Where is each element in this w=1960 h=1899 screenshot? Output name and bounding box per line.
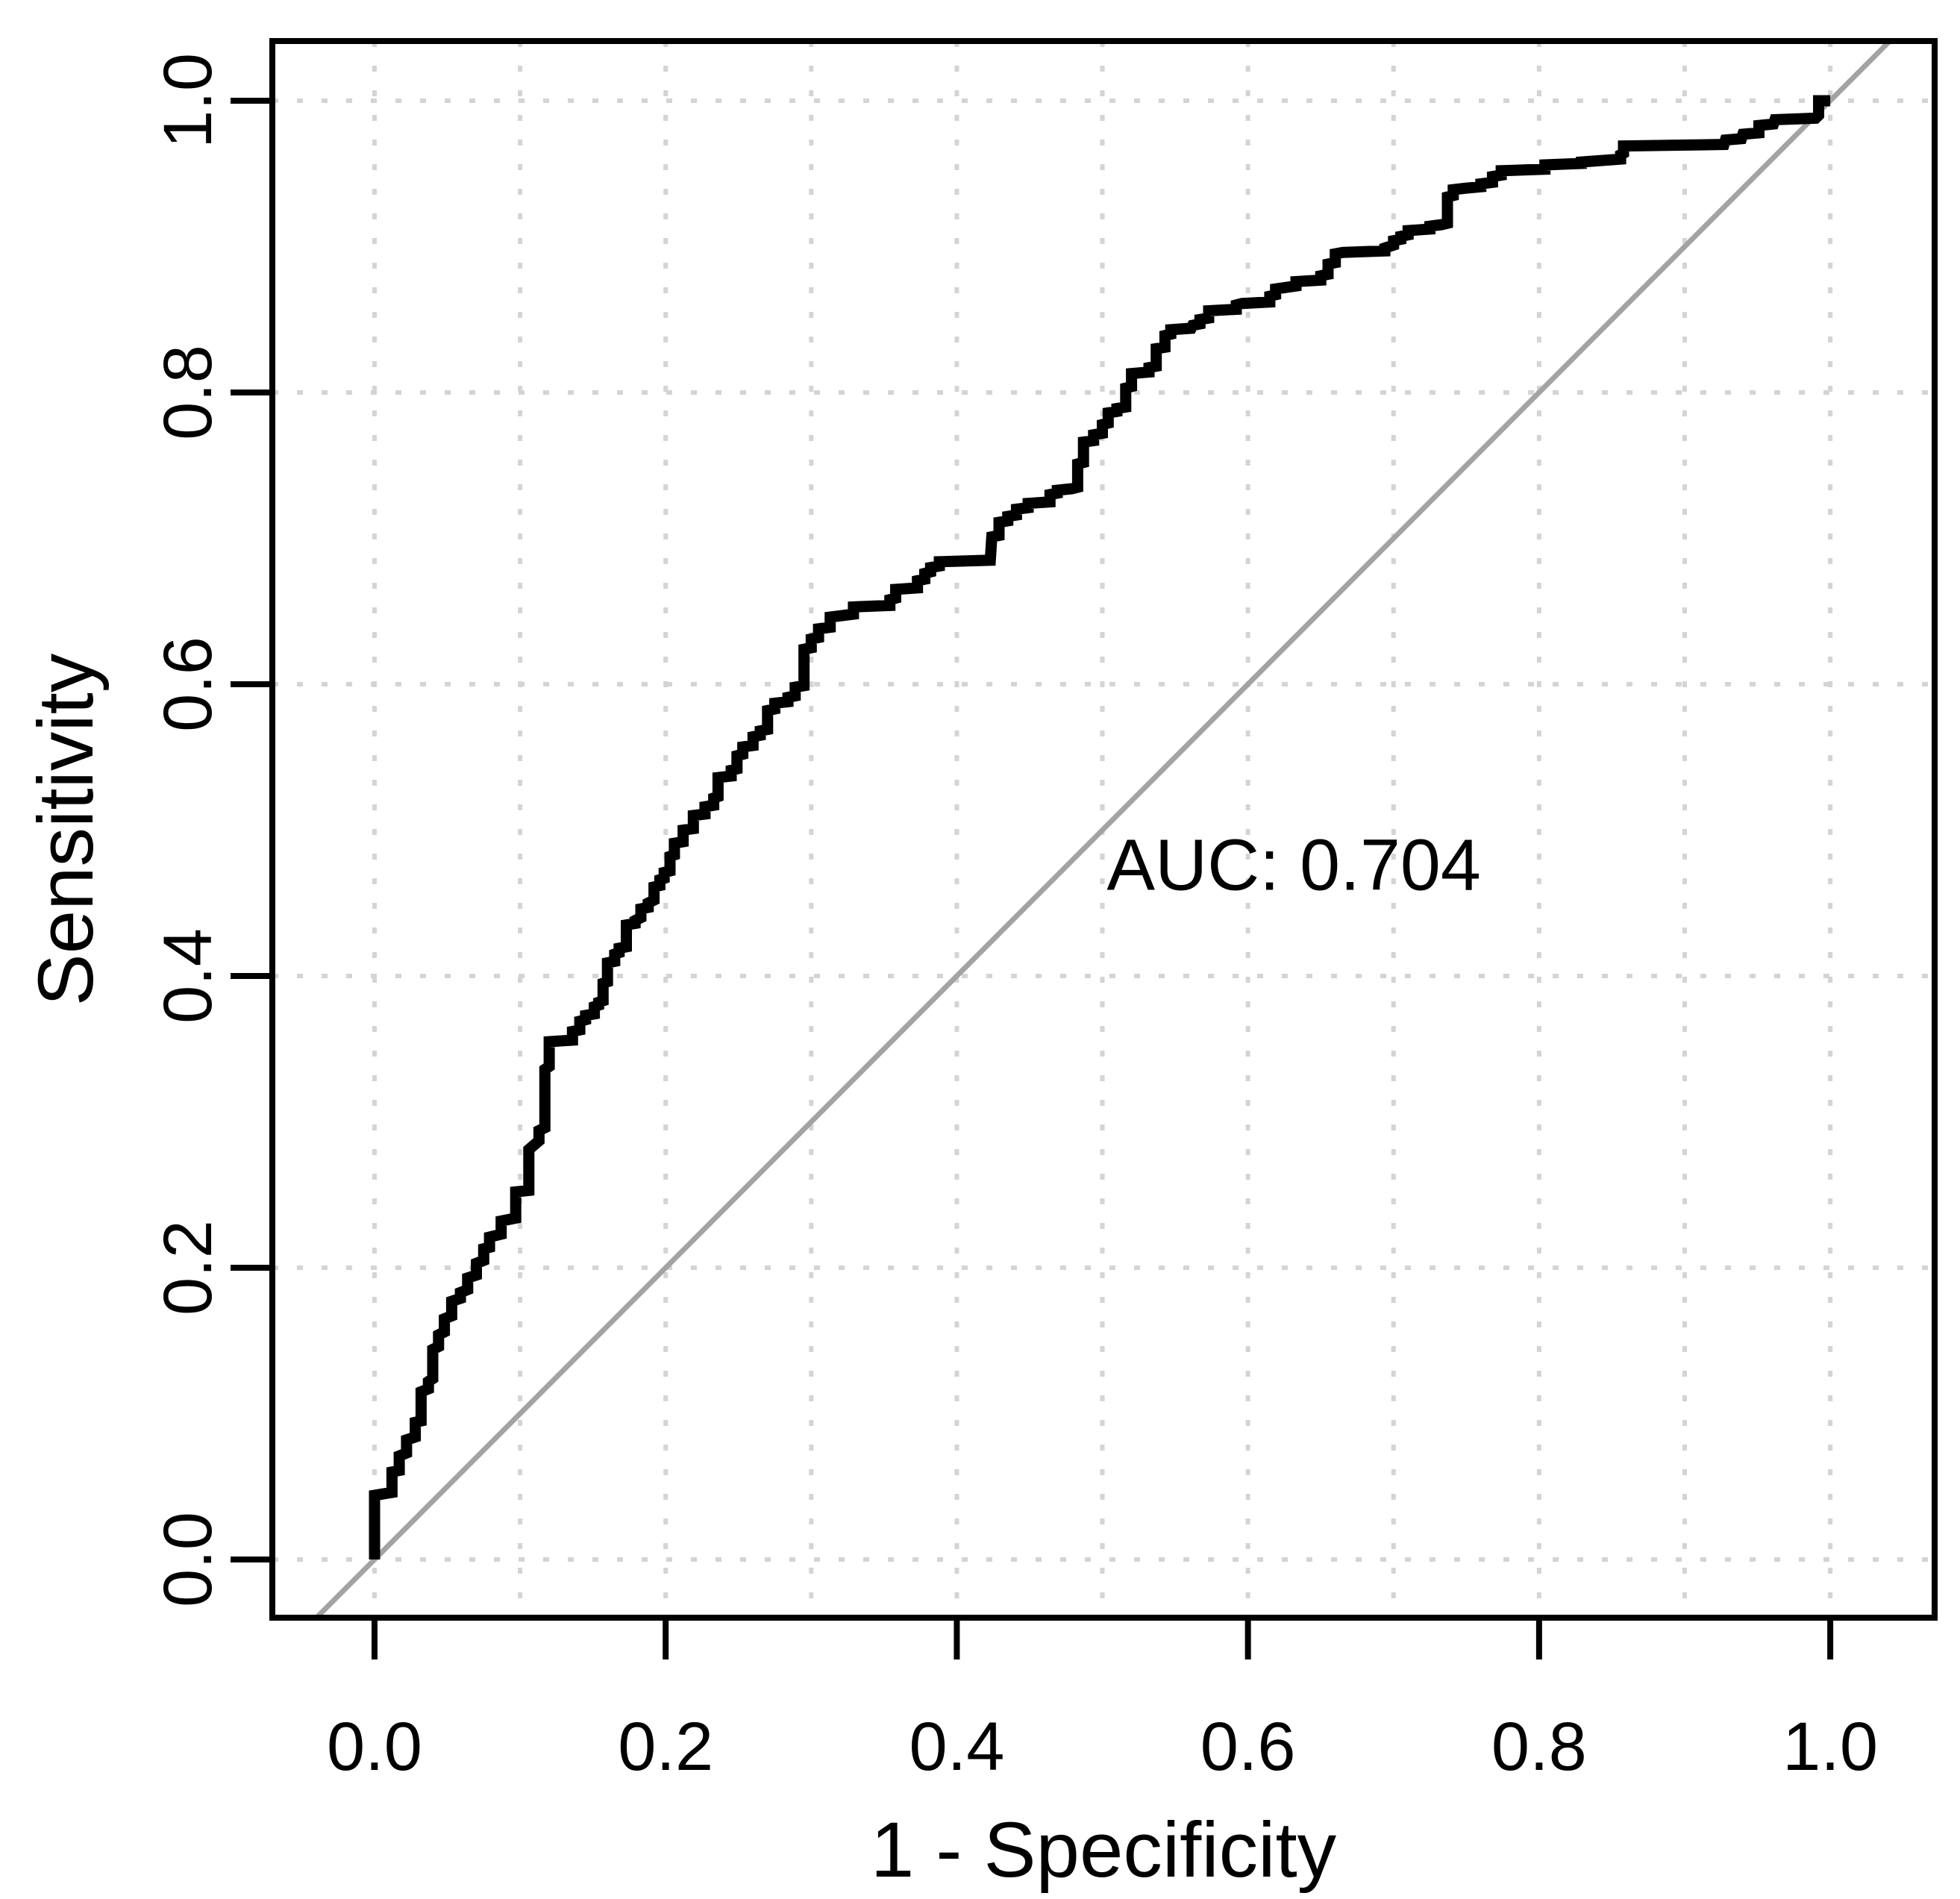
x-tick-label-0.4: 0.4: [909, 1709, 1004, 1785]
x-tick-label-0.2: 0.2: [618, 1709, 713, 1785]
chart-layers: 0.0 0.2 0.4 0.6 0.8 1.0 0.0 0.2 0.4 0.6 0.8 1.0: [150, 38, 1938, 1785]
plot-border: [269, 38, 1938, 1621]
x-axis-title: 1 - Specificity: [871, 1806, 1337, 1894]
x-tick-label-1.0: 1.0: [1782, 1709, 1878, 1785]
auc-annotation: AUC: 0.704: [1106, 825, 1480, 906]
axis-tick-labels: 0.0 0.2 0.4 0.6 0.8 1.0 0.0 0.2 0.4 0.6 0.8 1.0: [150, 53, 1878, 1785]
x-tick-label-0.6: 0.6: [1200, 1709, 1296, 1785]
y-tick-label-1.0: 1.0: [150, 53, 226, 148]
roc-curve-line: [369, 95, 1831, 1559]
y-tick-label-0.4: 0.4: [150, 928, 226, 1024]
y-axis-title: Sensitivity: [22, 653, 110, 1006]
y-tick-label-0.8: 0.8: [150, 345, 226, 440]
y-tick-label-0.2: 0.2: [150, 1220, 226, 1315]
chance-diagonal-line: [314, 39, 1892, 1620]
y-tick-label-0.0: 0.0: [150, 1512, 226, 1607]
axis-ticks: [231, 97, 1834, 1659]
y-tick-label-0.6: 0.6: [150, 636, 226, 732]
x-tick-label-0.8: 0.8: [1491, 1709, 1587, 1785]
x-tick-label-0.0: 0.0: [327, 1709, 422, 1785]
